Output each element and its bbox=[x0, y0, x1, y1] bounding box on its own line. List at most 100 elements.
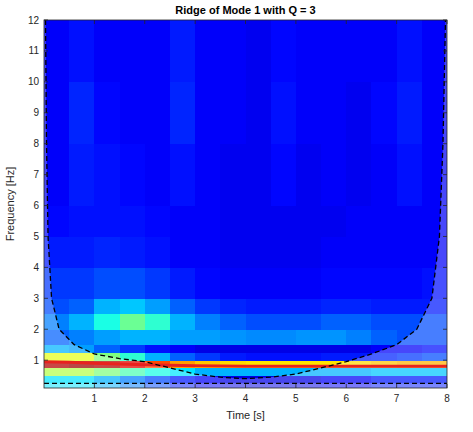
heat-cell bbox=[321, 267, 347, 299]
heat-cell bbox=[346, 267, 372, 299]
x-tick bbox=[195, 20, 196, 24]
y-tick bbox=[443, 236, 447, 237]
y-tick bbox=[443, 267, 447, 268]
chart: 12345678123456789101112Ridge of Mode 1 w… bbox=[0, 0, 473, 432]
heat-cell bbox=[371, 206, 397, 238]
heat-cell bbox=[346, 298, 372, 314]
y-tick bbox=[44, 81, 48, 82]
heat-cell bbox=[170, 352, 196, 360]
x-tick bbox=[346, 20, 347, 24]
heat-cell bbox=[120, 329, 146, 345]
heat-cell bbox=[397, 298, 423, 314]
y-tick bbox=[443, 50, 447, 51]
y-tick-label: 1 bbox=[33, 355, 39, 366]
x-tick bbox=[447, 20, 448, 24]
x-tick bbox=[144, 20, 145, 24]
x-tick bbox=[195, 384, 196, 388]
coi-shading bbox=[44, 20, 447, 388]
heat-cell bbox=[397, 82, 423, 144]
heat-cell bbox=[296, 329, 322, 345]
heat-cell bbox=[195, 267, 221, 299]
heat-cell bbox=[321, 352, 347, 360]
heat-cell bbox=[195, 82, 221, 144]
heat-cell bbox=[69, 236, 95, 268]
heat-cell bbox=[69, 267, 95, 299]
heat-cell bbox=[145, 329, 171, 345]
heat-cell bbox=[94, 82, 120, 144]
y-tick bbox=[44, 20, 48, 21]
heat-cell bbox=[220, 206, 246, 238]
heat-cell bbox=[296, 345, 322, 353]
y-tick-label: 4 bbox=[33, 262, 39, 273]
heat-cell bbox=[220, 144, 246, 206]
heat-cell bbox=[220, 82, 246, 144]
x-tick bbox=[245, 20, 246, 24]
heat-cell bbox=[271, 345, 297, 353]
heat-cell bbox=[271, 206, 297, 238]
y-tick bbox=[443, 81, 447, 82]
heat-cell bbox=[246, 314, 272, 330]
heat-cell bbox=[220, 345, 246, 353]
x-tick-label: 1 bbox=[92, 393, 98, 404]
heatmap bbox=[44, 20, 447, 388]
heat-cell bbox=[246, 20, 272, 82]
heat-cell bbox=[94, 144, 120, 206]
heat-cell bbox=[94, 267, 120, 299]
heat-cell bbox=[94, 206, 120, 238]
y-tick bbox=[443, 112, 447, 113]
heat-cell bbox=[296, 20, 322, 82]
heat-cell bbox=[271, 144, 297, 206]
heat-cell bbox=[145, 144, 171, 206]
heat-cell bbox=[397, 144, 423, 206]
y-tick bbox=[443, 298, 447, 299]
heat-cell bbox=[170, 267, 196, 299]
axes-frame bbox=[44, 20, 447, 388]
heat-cell bbox=[220, 236, 246, 268]
cutoff-shading bbox=[44, 383, 447, 388]
heat-cell bbox=[145, 20, 171, 82]
x-tick bbox=[94, 20, 95, 24]
heat-cell bbox=[321, 20, 347, 82]
heat-cell bbox=[195, 314, 221, 330]
heat-cell bbox=[246, 144, 272, 206]
y-tick bbox=[44, 205, 48, 206]
heat-cell bbox=[220, 20, 246, 82]
heat-cell bbox=[397, 236, 423, 268]
heat-cell bbox=[321, 144, 347, 206]
dashed-line bbox=[44, 383, 447, 384]
heat-cell bbox=[346, 20, 372, 82]
y-tick bbox=[443, 143, 447, 144]
x-tick bbox=[245, 384, 246, 388]
heat-cell bbox=[195, 206, 221, 238]
heat-cell bbox=[220, 352, 246, 360]
heat-cell bbox=[94, 345, 120, 353]
y-tick bbox=[44, 174, 48, 175]
x-tick-label: 8 bbox=[444, 393, 450, 404]
y-tick-label: 9 bbox=[33, 107, 39, 118]
y-tick bbox=[443, 174, 447, 175]
heat-cell bbox=[371, 298, 397, 314]
heat-cell bbox=[170, 82, 196, 144]
y-tick bbox=[443, 360, 447, 361]
x-tick bbox=[144, 384, 145, 388]
x-tick-label: 5 bbox=[293, 393, 299, 404]
heat-cell bbox=[246, 267, 272, 299]
heat-cell bbox=[296, 82, 322, 144]
heat-cell bbox=[296, 314, 322, 330]
heat-cell bbox=[271, 314, 297, 330]
x-tick bbox=[396, 20, 397, 24]
heat-cell bbox=[195, 236, 221, 268]
heat-cell bbox=[220, 298, 246, 314]
heat-cell bbox=[321, 329, 347, 345]
heat-cell bbox=[271, 298, 297, 314]
heat-cell bbox=[195, 20, 221, 82]
heat-cell bbox=[246, 368, 272, 376]
heat-cell bbox=[422, 20, 447, 82]
dashed-line bbox=[46, 20, 446, 379]
heat-cell bbox=[371, 329, 397, 345]
heat-cell bbox=[69, 206, 95, 238]
heat-cell bbox=[271, 352, 297, 360]
heat-cell bbox=[69, 314, 95, 330]
heat-cell bbox=[271, 329, 297, 345]
y-tick-label: 10 bbox=[28, 76, 40, 87]
